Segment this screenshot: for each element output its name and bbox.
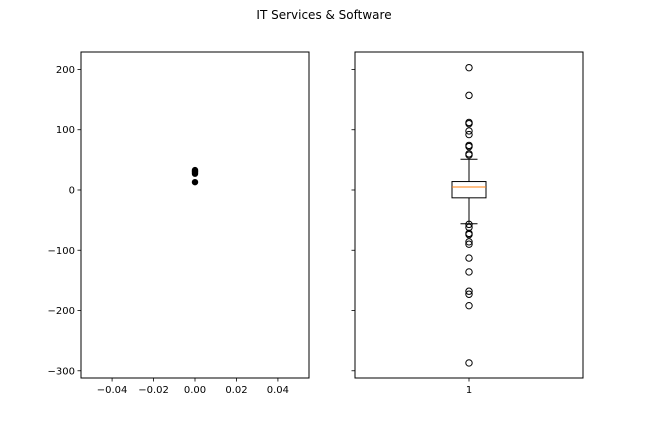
scatter-y-axis: 200 100 0 −100 −200 −300 bbox=[48, 65, 81, 377]
flier-point bbox=[465, 240, 473, 248]
flier-point bbox=[465, 63, 473, 72]
x-tick-label: −0.04 bbox=[97, 385, 128, 396]
x-tick-label: 0.00 bbox=[184, 385, 206, 396]
x-tick-label: 1 bbox=[466, 385, 472, 396]
y-tick-label: 100 bbox=[56, 125, 75, 136]
y-tick-label: −200 bbox=[48, 306, 75, 317]
boxplot-fliers bbox=[465, 63, 473, 367]
y-tick-label: 0 bbox=[69, 185, 75, 196]
scatter-axes: −0.04 −0.02 0.00 0.02 0.04 200 100 0 −100 −200 −3… bbox=[48, 51, 310, 396]
box-iqr bbox=[451, 181, 487, 199]
flier-point bbox=[465, 230, 473, 239]
chart-title: IT Services & Software bbox=[256, 8, 391, 22]
y-tick-label: −300 bbox=[48, 366, 75, 377]
boxplot-axes: 1 bbox=[351, 51, 584, 396]
flier-point bbox=[465, 151, 473, 159]
flier-point bbox=[465, 120, 473, 128]
flier-point bbox=[465, 254, 473, 262]
boxplot-y-axis bbox=[351, 69, 355, 372]
scatter-x-axis: −0.04 −0.02 0.00 0.02 0.04 bbox=[97, 378, 289, 396]
flier-point bbox=[465, 238, 473, 246]
y-tick-label: −100 bbox=[48, 246, 75, 257]
flier-point bbox=[465, 220, 473, 229]
x-tick-label: 0.04 bbox=[267, 385, 289, 396]
flier-point bbox=[465, 301, 473, 310]
flier-point bbox=[465, 130, 473, 139]
y-tick-label: 200 bbox=[56, 65, 75, 76]
scatter-point bbox=[191, 178, 199, 186]
flier-point bbox=[465, 91, 473, 100]
x-tick-label: 0.02 bbox=[225, 385, 247, 396]
scatter-point bbox=[191, 170, 199, 177]
flier-point bbox=[465, 268, 473, 276]
flier-point bbox=[465, 287, 473, 295]
boxplot bbox=[451, 158, 487, 225]
flier-point bbox=[465, 290, 473, 298]
x-tick-label: −0.02 bbox=[138, 385, 169, 396]
scatter-points bbox=[191, 166, 199, 186]
boxplot-x-axis: 1 bbox=[466, 378, 472, 396]
flier-point bbox=[465, 142, 473, 151]
flier-point bbox=[465, 359, 473, 367]
flier-point bbox=[465, 127, 473, 135]
